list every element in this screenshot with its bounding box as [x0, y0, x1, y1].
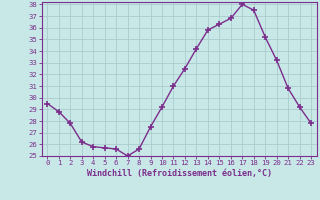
X-axis label: Windchill (Refroidissement éolien,°C): Windchill (Refroidissement éolien,°C)	[87, 169, 272, 178]
